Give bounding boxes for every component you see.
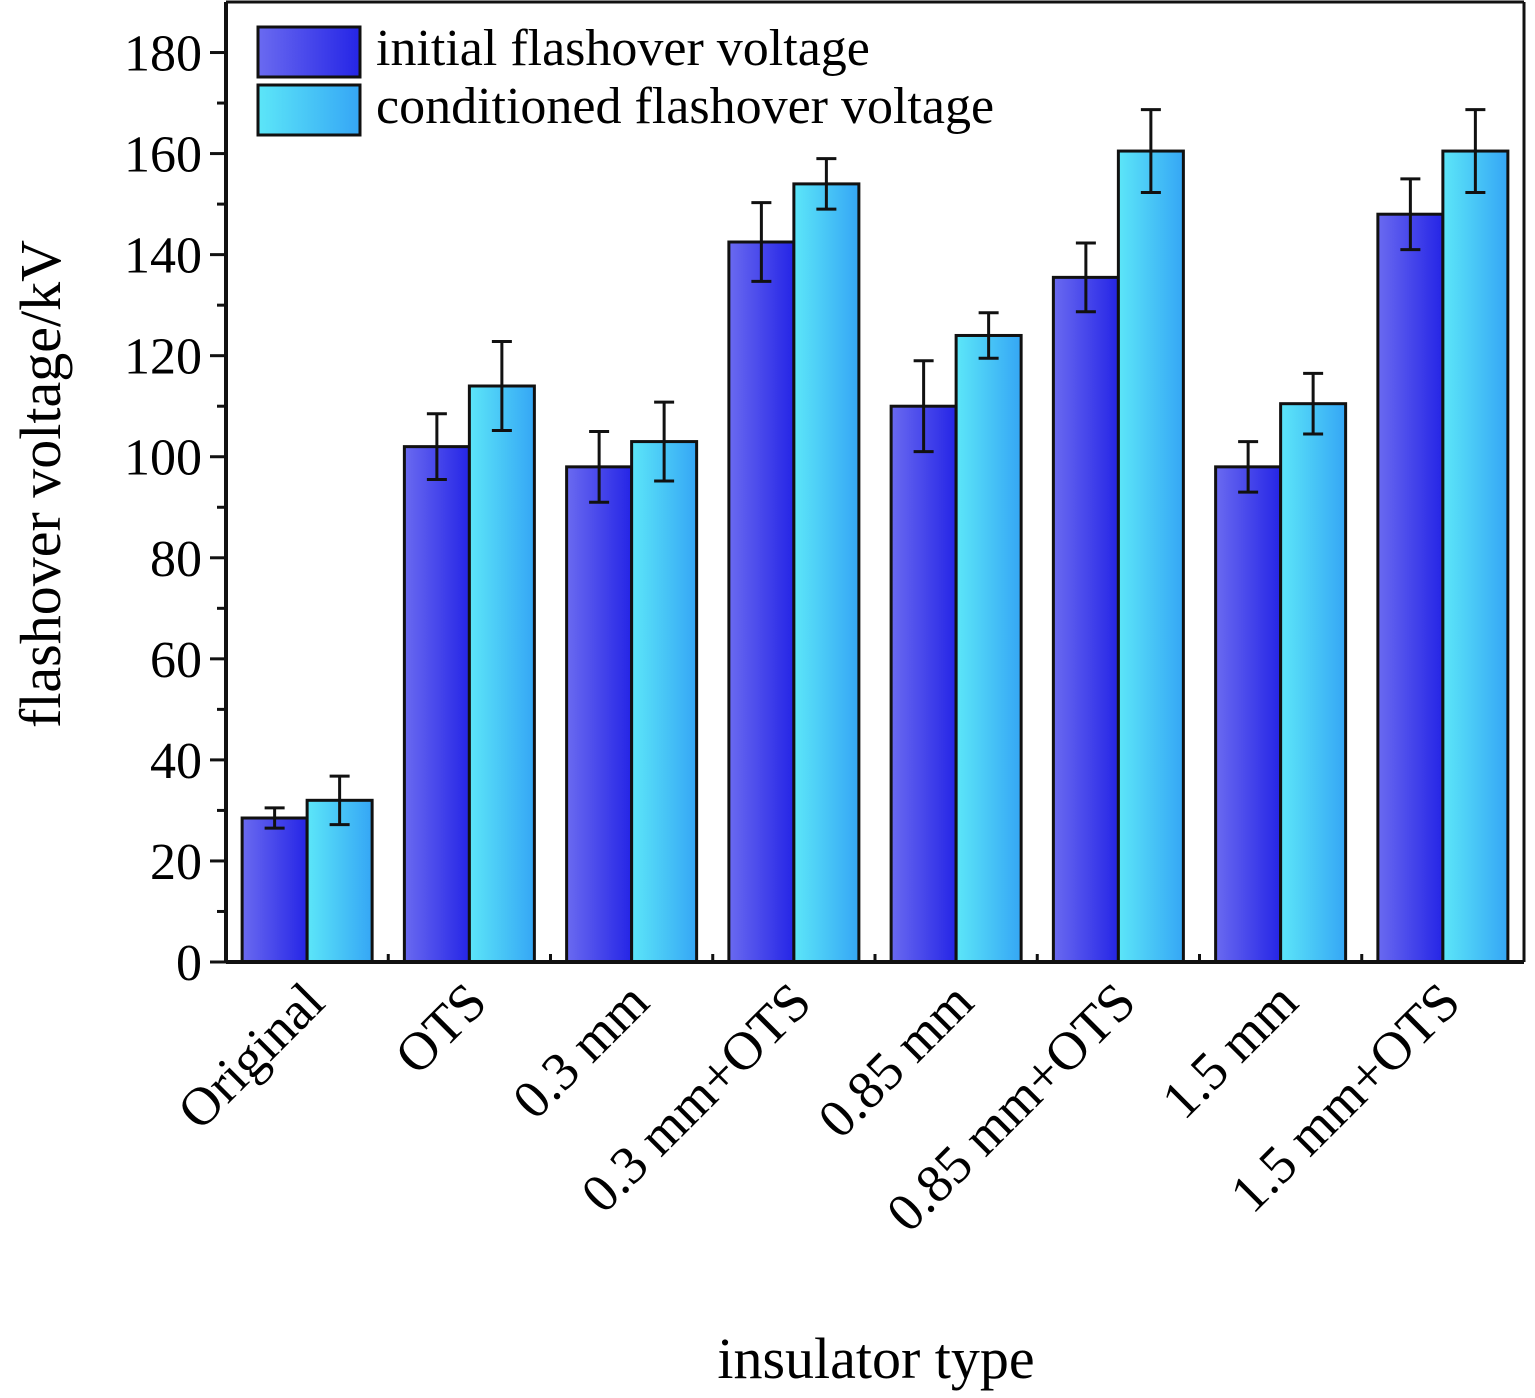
legend-swatch-series2 [256,83,362,137]
bar-series2-7 [1441,149,1510,964]
bar-series1-4 [889,404,958,964]
bar-series2-4 [954,333,1023,964]
y-tick-label-3: 60 [150,632,202,689]
x-tick-label-0: Original [166,971,336,1141]
y-tick-label-5: 100 [124,430,202,487]
y-tick-label-2: 40 [150,733,202,790]
y-tick-label-7: 140 [124,228,202,285]
bar-series1-5 [1051,275,1120,964]
bar-series2-6 [1279,402,1348,964]
bar-series1-0 [240,816,309,964]
legend-label-series1: initial flashover voltage [376,20,870,77]
bar-series1-2 [565,465,634,964]
legend-swatch-series1 [256,25,362,79]
bar-series1-6 [1214,465,1283,964]
y-tick-label-6: 120 [124,329,202,386]
bar-series1-7 [1376,212,1445,964]
x-tick-label-2: 0.3 mm [501,971,660,1130]
y-tick-label-4: 80 [150,531,202,588]
y-tick-label-9: 180 [124,26,202,83]
bar-series1-3 [727,240,796,964]
bar-series2-5 [1116,149,1185,964]
error-bars-layer [264,108,1486,830]
bars-layer [240,149,1510,964]
x-tick-label-6: 1.5 mm [1150,971,1309,1130]
bar-series2-1 [467,384,536,964]
x-axis-title: insulator type [717,1326,1034,1391]
bar-series2-0 [305,798,374,964]
y-tick-label-8: 160 [124,127,202,184]
bar-series2-3 [792,182,861,964]
y-axis-title: flashover voltage/kV [8,240,73,728]
bar-series1-1 [402,445,471,964]
legend-label-series2: conditioned flashover voltage [376,78,994,135]
bar-series2-2 [630,440,699,964]
y-tick-label-1: 20 [150,834,202,891]
x-tick-label-1: OTS [383,971,498,1086]
axes-layer [224,0,1526,964]
y-tick-label-0: 0 [176,935,202,992]
